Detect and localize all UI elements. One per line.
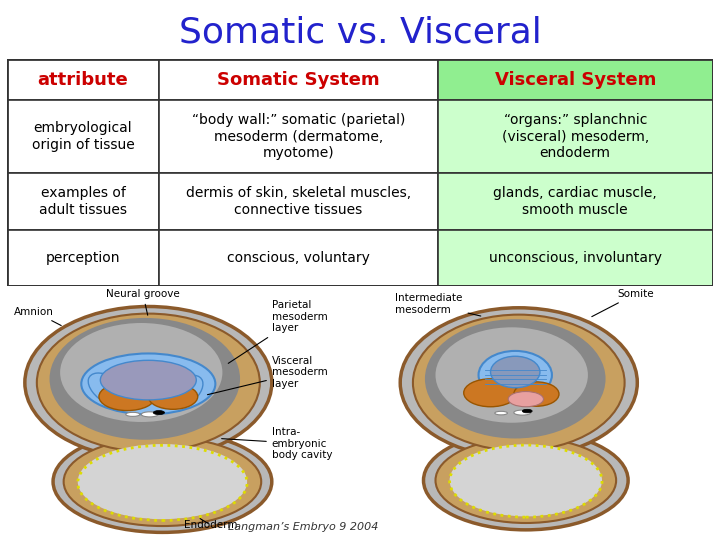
Ellipse shape [425,319,606,438]
Bar [438,173,713,230]
Ellipse shape [508,392,544,407]
Bar [438,230,713,286]
Bar [159,59,438,100]
Ellipse shape [495,411,508,415]
Ellipse shape [141,412,158,417]
Ellipse shape [100,360,197,400]
Bar [7,59,159,100]
Text: Somite: Somite [592,289,654,316]
Text: Amnion: Amnion [14,307,61,326]
Ellipse shape [81,354,215,414]
Text: Endoderm: Endoderm [184,518,237,530]
Ellipse shape [490,356,540,388]
Ellipse shape [514,382,559,406]
Bar [159,100,438,173]
Text: Intra-
embryonic
body cavity: Intra- embryonic body cavity [222,427,333,460]
Ellipse shape [89,373,131,408]
Ellipse shape [24,307,271,459]
Text: Somatic System: Somatic System [217,71,379,89]
Text: “organs:” splanchnic
(visceral) mesoderm,
endoderm: “organs:” splanchnic (visceral) mesoderm… [502,113,649,160]
Ellipse shape [53,431,271,532]
Ellipse shape [50,318,240,440]
Ellipse shape [436,438,616,523]
Bar [159,230,438,286]
Text: Somatic vs. Visceral: Somatic vs. Visceral [179,16,541,50]
Text: Intermediate
mesoderm: Intermediate mesoderm [395,293,481,316]
Ellipse shape [514,410,531,415]
Text: unconscious, involuntary: unconscious, involuntary [489,251,662,265]
Bar [159,173,438,230]
Text: Neural groove: Neural groove [106,289,180,315]
Ellipse shape [449,444,602,516]
Ellipse shape [400,308,637,457]
Text: attribute: attribute [37,71,128,89]
Ellipse shape [153,410,165,415]
Text: Visceral System: Visceral System [495,71,656,89]
Ellipse shape [167,375,203,408]
Text: embryological
origin of tissue: embryological origin of tissue [32,121,135,152]
Ellipse shape [63,437,261,526]
Bar [438,59,713,100]
Ellipse shape [60,323,222,422]
Ellipse shape [423,431,628,530]
Bar [7,230,159,286]
Text: glands, cardiac muscle,
smooth muscle: glands, cardiac muscle, smooth muscle [493,186,657,217]
Ellipse shape [436,327,588,423]
Ellipse shape [126,413,140,416]
Ellipse shape [78,444,247,519]
Text: perception: perception [46,251,120,265]
Ellipse shape [522,409,532,413]
Text: “body wall:” somatic (parietal)
mesoderm (dermatome,
myotome): “body wall:” somatic (parietal) mesoderm… [192,113,405,160]
Text: Visceral
mesoderm
layer: Visceral mesoderm layer [207,356,328,395]
Bar [7,173,159,230]
Ellipse shape [464,379,518,407]
Text: dermis of skin, skeletal muscles,
connective tissues: dermis of skin, skeletal muscles, connec… [186,186,411,217]
Bar [438,100,713,173]
Bar [7,100,159,173]
Ellipse shape [479,351,552,399]
Text: Langman’s Embryo 9 2004: Langman’s Embryo 9 2004 [228,522,379,532]
Ellipse shape [99,383,156,410]
Ellipse shape [37,314,260,451]
Ellipse shape [148,384,198,409]
Text: conscious, voluntary: conscious, voluntary [227,251,369,265]
Text: examples of
adult tissues: examples of adult tissues [39,186,127,217]
Ellipse shape [413,315,625,451]
Text: Parietal
mesoderm
layer: Parietal mesoderm layer [228,300,328,363]
